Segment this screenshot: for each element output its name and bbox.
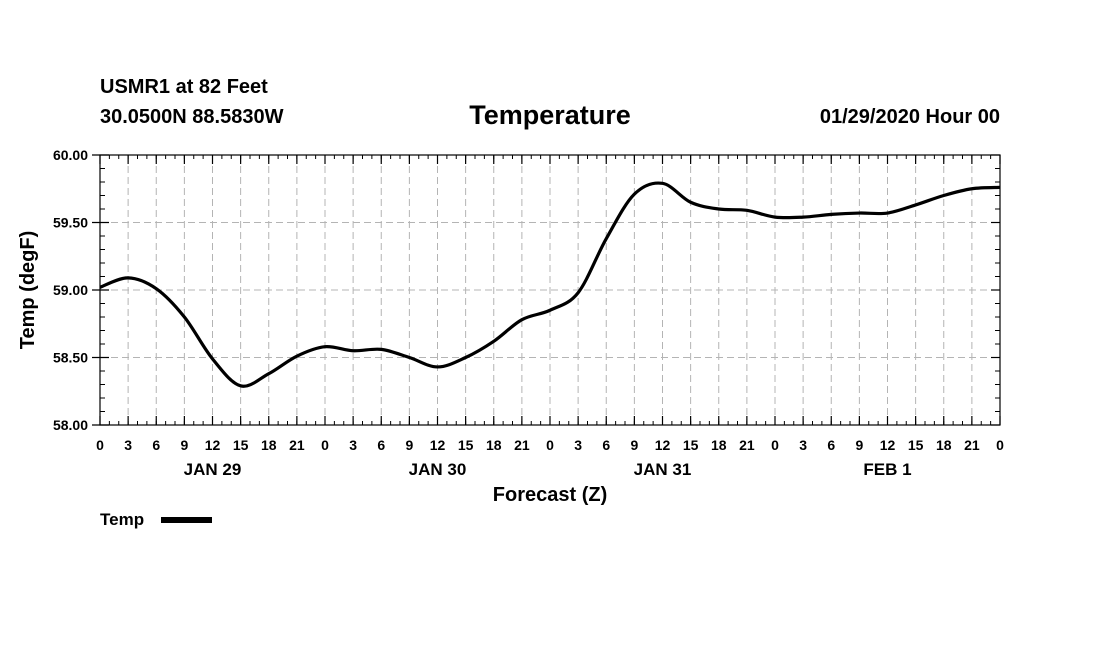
x-tick-label: 18	[261, 437, 277, 453]
y-tick-label: 60.00	[53, 147, 88, 163]
plot-frame	[99, 154, 1001, 426]
x-tick-label: 0	[546, 437, 554, 453]
x-tick-label: 18	[936, 437, 952, 453]
x-tick-label: 6	[152, 437, 160, 453]
x-tick-label: 21	[514, 437, 530, 453]
x-tick-label: 9	[180, 437, 188, 453]
y-tick-label: 58.50	[53, 350, 88, 366]
y-tick-label: 59.50	[53, 215, 88, 231]
day-label: FEB 1	[863, 460, 911, 479]
x-tick-label: 0	[771, 437, 779, 453]
x-tick-label: 21	[739, 437, 755, 453]
x-tick-label: 9	[630, 437, 638, 453]
x-tick-label: 6	[827, 437, 835, 453]
x-tick-label: 21	[964, 437, 980, 453]
x-tick-label: 6	[602, 437, 610, 453]
x-tick-label: 3	[574, 437, 582, 453]
day-label: JAN 31	[634, 460, 692, 479]
x-tick-label: 9	[855, 437, 863, 453]
x-tick-label: 18	[711, 437, 727, 453]
x-tick-label: 21	[289, 437, 305, 453]
x-tick-label: 15	[458, 437, 474, 453]
coordinates-label: 30.0500N 88.5830W	[100, 106, 284, 128]
x-axis-title: Forecast (Z)	[493, 484, 607, 506]
y-tick-label: 58.00	[53, 417, 88, 433]
x-tick-label: 0	[321, 437, 329, 453]
legend-label: Temp	[100, 510, 144, 529]
day-label: JAN 30	[409, 460, 467, 479]
x-tick-label: 18	[486, 437, 502, 453]
x-tick-label: 3	[799, 437, 807, 453]
chart-title: Temperature	[469, 100, 631, 130]
x-tick-label: 12	[655, 437, 671, 453]
x-tick-label: 12	[430, 437, 446, 453]
x-tick-label: 3	[349, 437, 357, 453]
series-line-temp	[99, 181, 1001, 388]
x-tick-label: 3	[124, 437, 132, 453]
x-tick-label: 9	[405, 437, 413, 453]
x-tick-label: 15	[233, 437, 249, 453]
x-tick-label: 12	[205, 437, 221, 453]
x-tick-label: 0	[96, 437, 104, 453]
y-axis-title: Temp (degF)	[17, 231, 39, 350]
forecast-datetime: 01/29/2020 Hour 00	[819, 106, 1000, 128]
x-tick-label: 15	[908, 437, 924, 453]
day-label: JAN 29	[184, 460, 242, 479]
x-tick-label: 15	[683, 437, 699, 453]
x-tick-label: 12	[880, 437, 896, 453]
station-label: USMR1 at 82 Feet	[100, 76, 268, 98]
y-tick-label: 59.00	[53, 282, 88, 298]
x-tick-label: 0	[996, 437, 1004, 453]
x-tick-label: 6	[377, 437, 385, 453]
